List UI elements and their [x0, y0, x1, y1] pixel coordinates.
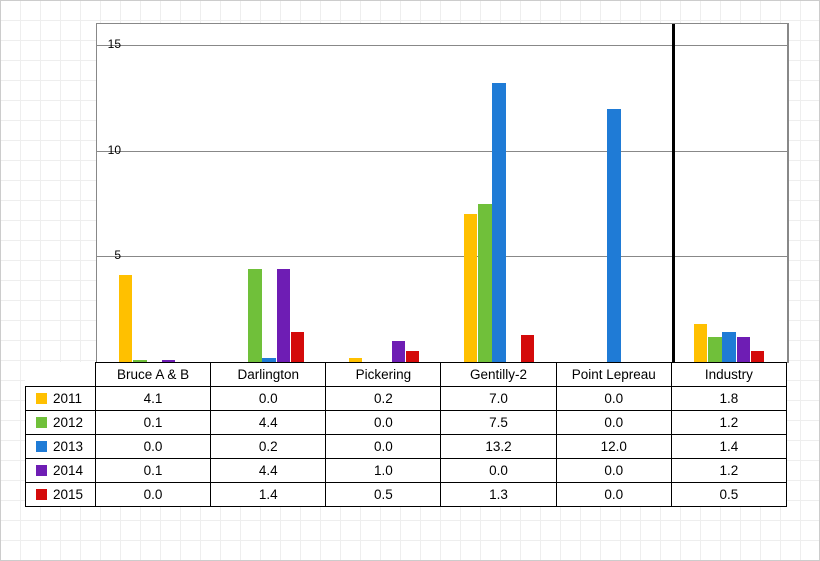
value-cell: 0.2 — [211, 435, 326, 459]
value-cell: 0.0 — [556, 411, 671, 435]
table-row: 20130.00.20.013.212.01.4 — [26, 435, 787, 459]
plot-area — [96, 23, 789, 363]
bar — [521, 335, 534, 362]
value-cell: 4.1 — [95, 387, 210, 411]
value-cell: 4.4 — [211, 459, 326, 483]
legend-year: 2015 — [53, 485, 83, 504]
table-row: 20114.10.00.27.00.01.8 — [26, 387, 787, 411]
legend-swatch-icon — [36, 465, 47, 476]
legend-cell: 2012 — [26, 411, 96, 435]
bar — [277, 269, 290, 362]
bar — [737, 337, 750, 362]
legend-cell: 2013 — [26, 435, 96, 459]
column-header: Bruce A & B — [95, 363, 210, 387]
y-tick-label: 10 — [93, 143, 121, 157]
value-cell: 1.2 — [671, 411, 786, 435]
legend-swatch-icon — [36, 489, 47, 500]
table-corner-cell — [26, 363, 96, 387]
value-cell: 1.3 — [441, 483, 556, 507]
value-cell: 0.0 — [556, 387, 671, 411]
legend-swatch-icon — [36, 441, 47, 452]
bar — [464, 214, 477, 362]
y-tick-label: 5 — [93, 248, 121, 262]
legend-cell: 2011 — [26, 387, 96, 411]
value-cell: 0.0 — [441, 459, 556, 483]
legend-swatch-icon — [36, 393, 47, 404]
column-header: Gentilly-2 — [441, 363, 556, 387]
bar — [119, 275, 132, 362]
value-cell: 0.0 — [211, 387, 326, 411]
value-cell: 0.0 — [95, 483, 210, 507]
value-cell: 0.1 — [95, 459, 210, 483]
value-cell: 13.2 — [441, 435, 556, 459]
value-cell: 1.4 — [211, 483, 326, 507]
column-header: Pickering — [326, 363, 441, 387]
value-cell: 0.0 — [556, 483, 671, 507]
gridline — [97, 45, 787, 46]
legend-swatch-icon — [36, 417, 47, 428]
value-cell: 0.5 — [671, 483, 786, 507]
column-header: Darlington — [211, 363, 326, 387]
value-cell: 0.0 — [556, 459, 671, 483]
value-cell: 4.4 — [211, 411, 326, 435]
value-cell: 0.0 — [326, 411, 441, 435]
bar — [694, 324, 707, 362]
value-cell: 1.0 — [326, 459, 441, 483]
value-cell: 0.0 — [95, 435, 210, 459]
legend-cell: 2015 — [26, 483, 96, 507]
bar — [722, 332, 735, 362]
gridline — [97, 256, 787, 257]
value-cell: 7.0 — [441, 387, 556, 411]
value-cell: 0.1 — [95, 411, 210, 435]
bar — [751, 351, 764, 362]
bar — [291, 332, 304, 362]
bar — [607, 109, 620, 363]
bar — [392, 341, 405, 362]
legend-year: 2012 — [53, 413, 83, 432]
table-row: 20150.01.40.51.30.00.5 — [26, 483, 787, 507]
industry-separator — [672, 24, 675, 362]
chart-root: Accident Severity Rate (days lost per 20… — [0, 0, 820, 561]
table-row: 20120.14.40.07.50.01.2 — [26, 411, 787, 435]
bar — [492, 83, 505, 362]
legend-cell: 2014 — [26, 459, 96, 483]
table-row: 20140.14.41.00.00.01.2 — [26, 459, 787, 483]
column-header: Industry — [671, 363, 786, 387]
legend-year: 2013 — [53, 437, 83, 456]
value-cell: 0.0 — [326, 435, 441, 459]
value-cell: 0.2 — [326, 387, 441, 411]
value-cell: 7.5 — [441, 411, 556, 435]
legend-year: 2011 — [53, 389, 82, 408]
bar — [406, 351, 419, 362]
gridline — [97, 151, 787, 152]
bar — [248, 269, 261, 362]
bar — [478, 204, 491, 362]
value-cell: 1.8 — [671, 387, 786, 411]
value-cell: 0.5 — [326, 483, 441, 507]
y-tick-label: 15 — [93, 37, 121, 51]
value-cell: 1.2 — [671, 459, 786, 483]
column-header: Point Lepreau — [556, 363, 671, 387]
value-cell: 1.4 — [671, 435, 786, 459]
value-cell: 12.0 — [556, 435, 671, 459]
legend-year: 2014 — [53, 461, 83, 480]
bar — [708, 337, 721, 362]
data-table: Bruce A & BDarlingtonPickeringGentilly-2… — [25, 362, 787, 507]
